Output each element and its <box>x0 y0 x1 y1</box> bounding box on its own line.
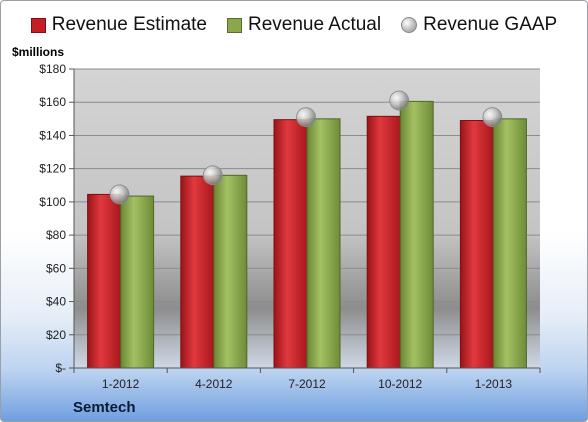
bars <box>87 100 527 369</box>
gaap-marker <box>296 107 316 128</box>
y-tick-label: $160 <box>39 95 66 109</box>
legend-item-gaap: Revenue GAAP <box>401 14 557 36</box>
x-axis-ticks: 1-2012 4-2012 7-2012 10-2012 1-2013 <box>73 367 541 391</box>
legend-swatch-gaap <box>401 17 418 33</box>
y-axis-ticks: $- $20 $40 $60 $80 $100 $120 $140 $160 $180 <box>39 62 75 375</box>
bar-revenue-actual <box>399 100 434 369</box>
bar-revenue-actual <box>492 118 527 369</box>
y-tick-label: $- <box>55 361 66 375</box>
y-tick-label: $40 <box>46 295 66 309</box>
y-tick-label: $180 <box>39 62 66 76</box>
legend-label-gaap: Revenue GAAP <box>423 14 558 35</box>
company-name: Semtech <box>73 399 136 416</box>
bar-revenue-estimate <box>180 175 215 369</box>
bar-revenue-actual <box>213 174 248 369</box>
y-axis-unit-label: $millions <box>12 45 65 59</box>
gaap-marker <box>202 165 223 186</box>
y-tick-label: $20 <box>46 328 66 342</box>
legend: Revenue Estimate Revenue Actual Revenue … <box>1 14 587 36</box>
x-tick-label: 1-2012 <box>102 377 140 391</box>
gaap-marker <box>389 90 410 111</box>
gaap-markers <box>109 90 503 205</box>
legend-label-actual: Revenue Actual <box>248 14 382 35</box>
legend-label-estimate: Revenue Estimate <box>51 14 207 35</box>
legend-item-actual: Revenue Actual <box>227 14 381 36</box>
gaap-marker <box>482 107 503 128</box>
y-tick-label: $100 <box>39 195 66 209</box>
legend-swatch-actual <box>227 17 242 33</box>
legend-swatch-estimate <box>30 17 46 33</box>
gaap-marker <box>109 184 130 205</box>
bar-revenue-estimate <box>87 193 122 369</box>
y-tick-label: $60 <box>46 261 66 275</box>
legend-item-estimate: Revenue Estimate <box>30 14 207 36</box>
bar-revenue-estimate <box>273 119 308 369</box>
bar-revenue-estimate <box>459 119 494 369</box>
y-tick-label: $80 <box>46 228 66 242</box>
y-tick-label: $140 <box>39 128 66 142</box>
x-tick-label: 10-2012 <box>378 377 422 391</box>
x-tick-label: 7-2012 <box>288 377 326 391</box>
x-tick-label: 1-2013 <box>475 377 513 391</box>
x-tick-label: 4-2012 <box>195 377 233 391</box>
y-tick-label: $120 <box>39 162 66 176</box>
bar-revenue-estimate <box>366 115 401 369</box>
bar-revenue-actual <box>306 118 341 369</box>
bar-revenue-actual <box>120 195 155 369</box>
